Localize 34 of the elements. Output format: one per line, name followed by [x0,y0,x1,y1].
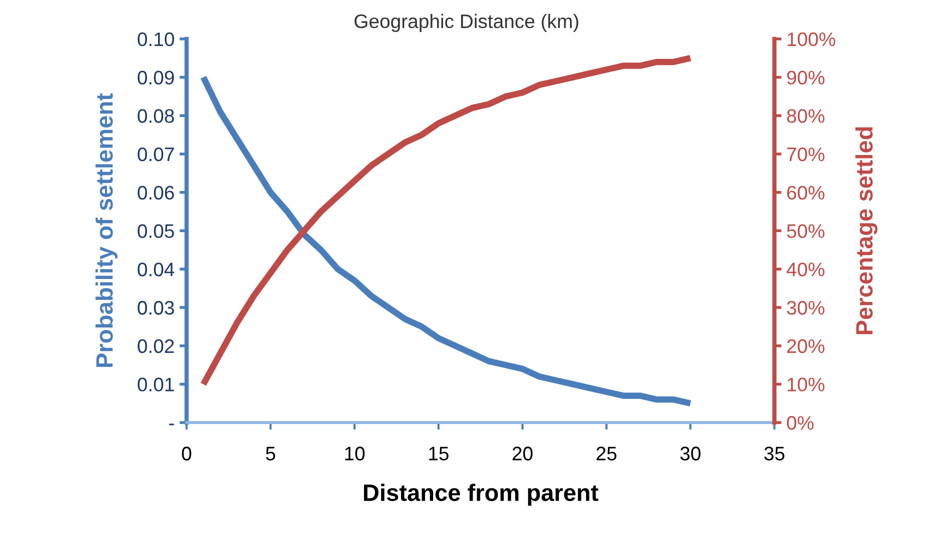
x-tick-label: 0 [182,446,192,460]
x-tick-label: 35 [764,446,784,460]
y2-tick-label: 0% [786,416,814,430]
y-tick-label: 0.10 [138,32,174,46]
y2-tick-label: 80% [787,109,824,123]
x-tick-label: 15 [429,446,449,460]
y2-axis-title: Percentage settled [855,127,878,334]
x-tick-label: 25 [596,446,616,460]
y-tick-label: 0.01 [138,378,174,392]
x-tick-label: 20 [512,446,533,460]
x-axis-title: Distance from parent [364,484,598,506]
y2-tick-label: 20% [787,339,824,354]
y-tick-label: 0.02 [138,339,174,354]
y-tick-label: 0.07 [138,147,174,162]
y-tick-label: 0.04 [138,262,174,276]
y2-tick-label: 50% [786,224,824,238]
y2-tick-label: 90% [787,70,824,85]
y2-tick-label: 100% [788,32,836,46]
y2-tick-label: 70% [787,147,824,162]
y-tick-label: 0.08 [138,109,174,123]
y2-tick-label: 10% [788,378,824,392]
y2-tick-label: 60% [787,186,824,200]
chart-title: Geographic Distance (km) [354,14,578,32]
y-tick-label: 0.09 [138,70,174,85]
y-tick-label: - [169,424,174,426]
x-tick-label: 10 [345,446,365,460]
y-tick-label: 0.03 [138,300,174,315]
y2-tick-label: 30% [786,300,824,315]
x-tick-label: 5 [266,446,276,460]
x-tick-label: 30 [680,446,700,460]
y-axis-title: Probability of settlement [96,93,118,367]
y-tick-label: 0.05 [138,224,174,238]
y-tick-label: 0.06 [138,186,174,200]
y2-tick-label: 40% [786,262,824,276]
